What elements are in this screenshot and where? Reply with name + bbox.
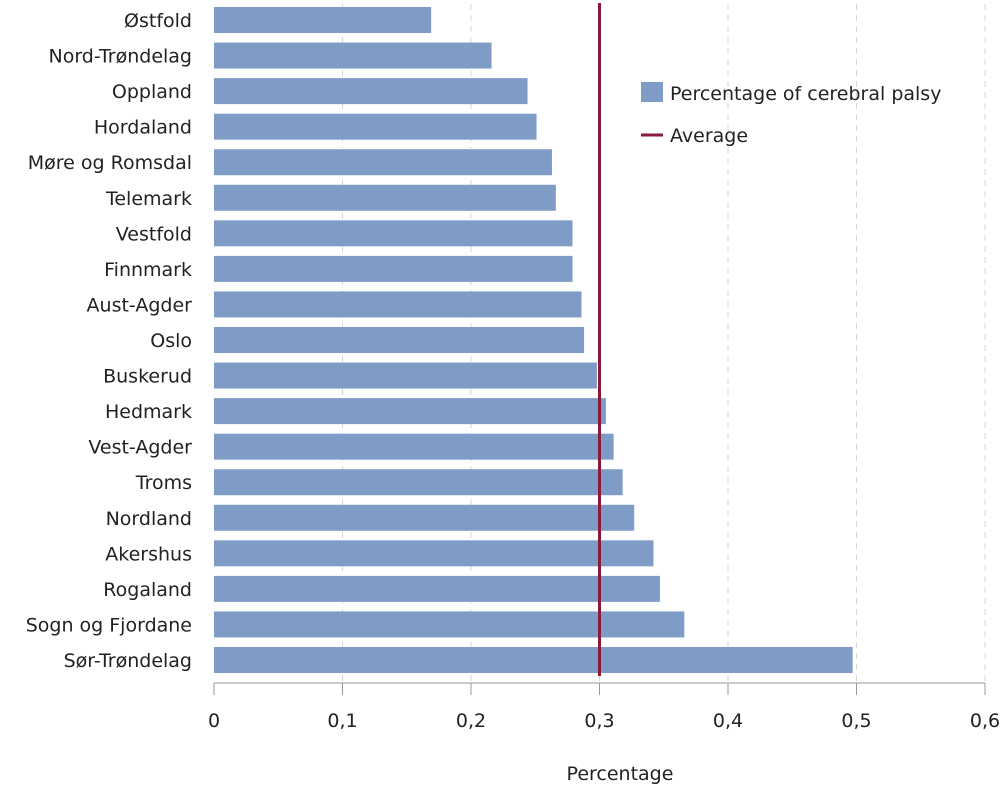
- category-label: Oppland: [112, 81, 192, 103]
- category-label: Finnmark: [104, 259, 192, 281]
- x-axis-label: Percentage: [567, 763, 674, 785]
- bar: [214, 575, 660, 602]
- category-label: Nordland: [106, 508, 192, 530]
- bar: [214, 42, 492, 69]
- bar: [214, 149, 552, 176]
- x-tick-label: 0,4: [713, 710, 743, 732]
- bar: [214, 78, 528, 105]
- category-label: Buskerud: [103, 366, 192, 388]
- bar: [214, 398, 606, 425]
- x-tick-label: 0,5: [841, 710, 871, 732]
- bars: [214, 7, 853, 673]
- bar: [214, 504, 635, 531]
- bar: [214, 611, 685, 638]
- x-tick-label: 0,1: [327, 710, 357, 732]
- x-tick-label: 0: [208, 710, 220, 732]
- legend-label-bars: Percentage of cerebral palsy: [670, 83, 941, 105]
- category-label: Vestfold: [116, 223, 192, 245]
- bar: [214, 291, 582, 318]
- x-tick-label: 0,3: [584, 710, 614, 732]
- category-label: Telemark: [105, 188, 192, 210]
- x-tick-label: 0,6: [970, 710, 1000, 732]
- bar: [214, 540, 654, 567]
- category-labels: Østfold Nord-Trøndelag Oppland Hordaland Mør…: [26, 10, 192, 672]
- x-tick-label: 0,2: [456, 710, 486, 732]
- category-label: Akershus: [105, 543, 192, 565]
- category-label: Østfold: [124, 10, 192, 32]
- bar: [214, 647, 853, 673]
- legend-label-average: Average: [670, 125, 748, 147]
- legend: Percentage of cerebral palsy Average: [641, 82, 941, 147]
- category-label: Aust-Agder: [87, 294, 193, 316]
- category-label: Hordaland: [94, 117, 192, 139]
- bar: [214, 469, 623, 496]
- category-label: Sogn og Fjordane: [26, 614, 192, 636]
- bar: [214, 220, 573, 247]
- category-label: Møre og Romsdal: [28, 152, 192, 174]
- x-axis: 0 0,1 0,2 0,3 0,4 0,5 0,6: [208, 682, 1000, 732]
- category-label: Oslo: [150, 330, 192, 352]
- bar: [214, 255, 573, 282]
- legend-swatch-bars: [641, 82, 663, 102]
- category-label: Rogaland: [103, 579, 192, 601]
- category-label: Hedmark: [105, 401, 192, 423]
- bar: [214, 184, 556, 211]
- bar: [214, 327, 585, 353]
- bar: [214, 362, 597, 389]
- bar: [214, 433, 614, 460]
- category-label: Vest-Agder: [88, 437, 192, 459]
- category-label: Sør-Trøndelag: [64, 650, 192, 672]
- bar: [214, 7, 432, 33]
- category-label: Troms: [135, 472, 192, 494]
- bar: [214, 113, 537, 140]
- category-label: Nord-Trøndelag: [48, 46, 192, 68]
